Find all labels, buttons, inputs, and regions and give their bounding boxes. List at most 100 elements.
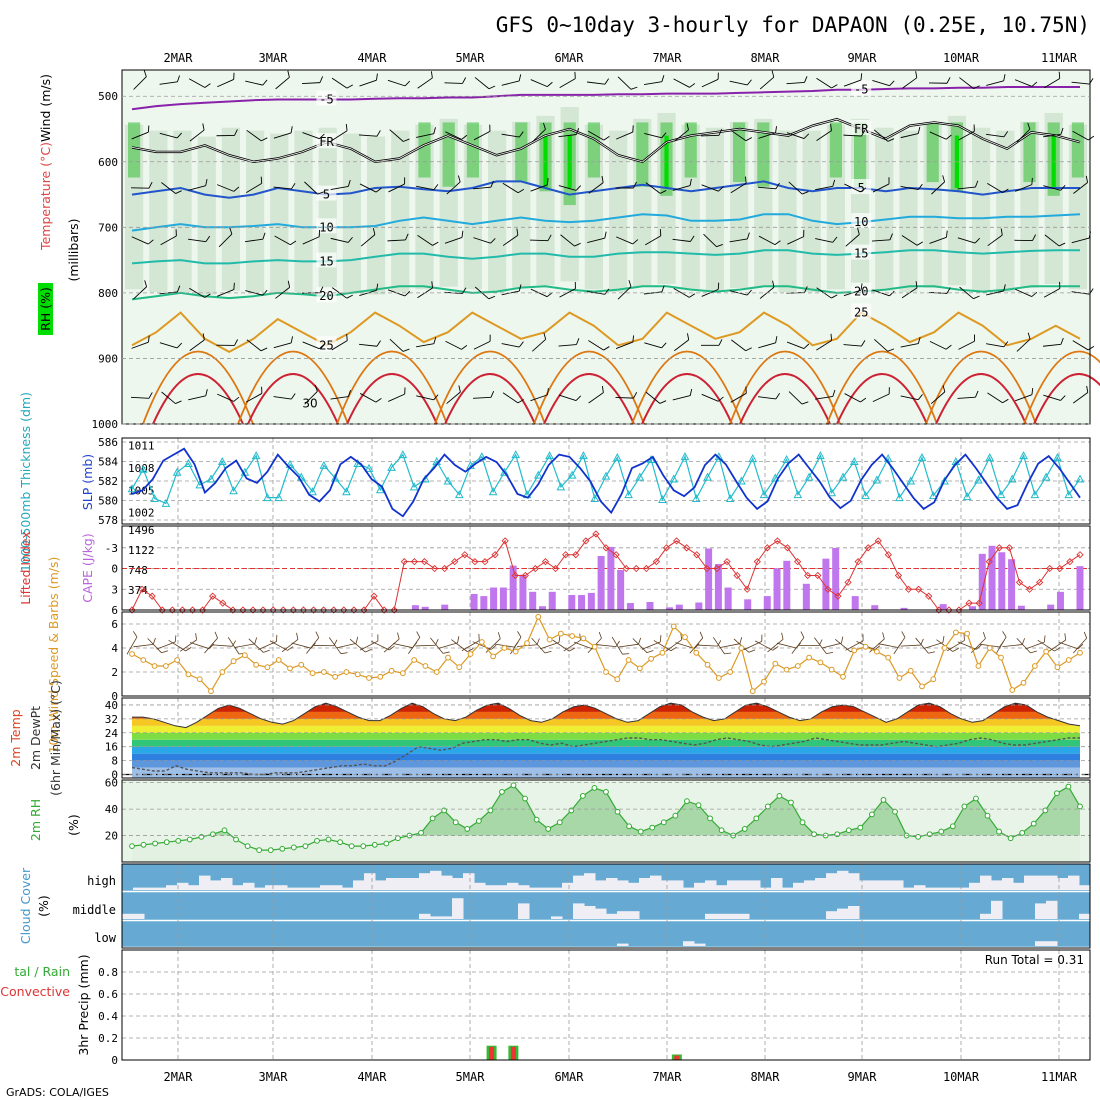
lifted-index-point: [703, 564, 711, 573]
thickness-point: [1019, 451, 1028, 460]
wind-barb-flag: [1087, 345, 1095, 351]
wind-speed-point: [433, 669, 440, 675]
wind-speed-point: [512, 648, 519, 655]
wind-barb-flag: [517, 188, 525, 194]
cape-bar: [1076, 566, 1084, 610]
surface-wind-barb-flag: [365, 648, 372, 653]
thickness-point: [601, 471, 611, 480]
rh-point: [522, 795, 528, 802]
panel-frame: [121, 697, 1091, 779]
surface-wind-barb-flag: [517, 631, 522, 638]
wind-barb-staff: [417, 234, 433, 246]
wind-barb-staff: [388, 183, 405, 193]
wind-barb-flag: [1058, 71, 1061, 79]
y-tick-label: 374: [128, 584, 148, 597]
isotherm-30-arc: [346, 373, 438, 425]
lifted-index-point: [753, 557, 761, 566]
cloud-cell-high: [177, 882, 189, 890]
wind-barb: [757, 182, 780, 190]
wind-barb-flag: [314, 384, 318, 392]
wind-barb-flag: [745, 347, 752, 352]
wind-barb: [304, 384, 318, 405]
wind-barb: [787, 229, 805, 245]
surface-wind-barb: [791, 631, 805, 654]
wind-barb-staff: [986, 133, 1004, 138]
surface-wind-barb: [947, 633, 965, 652]
y-tick-label: 580: [98, 495, 118, 508]
cloud-cell-high: [672, 880, 684, 890]
wind-barb: [274, 235, 297, 246]
rh-point: [510, 782, 517, 789]
wind-barb-staff: [331, 340, 348, 351]
wind-barb-flag: [945, 134, 952, 140]
surface-wind-barb: [653, 640, 677, 652]
wind-barb: [872, 387, 890, 403]
wind-barb-staff: [501, 80, 520, 86]
surface-wind-barb-staff: [306, 637, 320, 654]
cloud-cell-middle: [848, 906, 860, 919]
surface-wind-barb-staff: [776, 642, 797, 649]
y-tick-label: 700: [98, 221, 118, 234]
thickness-point: [782, 454, 791, 464]
wind-barb-flag: [689, 293, 696, 298]
wind-barb-flag: [860, 187, 867, 193]
isotherm-30-arc: [1033, 373, 1100, 425]
cloud-cell-high: [1079, 885, 1091, 890]
wind-barb-flag: [262, 232, 266, 240]
wind-barb-flag: [405, 233, 409, 241]
wind-barb: [815, 179, 836, 191]
wind-barb: [816, 123, 832, 142]
surface-wind-barb-staff: [720, 643, 740, 648]
surface-wind-barb-flag: [1030, 650, 1037, 654]
surface-wind-barb-staff: [204, 637, 218, 654]
wind-barb-flag: [229, 227, 233, 235]
surface-wind-barb-staff: [510, 636, 522, 655]
surface-wind-barb-staff: [641, 641, 661, 650]
wind-speed-point: [840, 673, 846, 680]
cloud-cell-middle: [122, 913, 134, 919]
wind-speed-point: [478, 639, 485, 645]
contour-label-bg: [851, 303, 872, 319]
rh-point: [1019, 830, 1026, 836]
wind-barb: [928, 77, 951, 84]
wind-barb: [445, 340, 468, 350]
wind-barb: [159, 342, 183, 349]
wind-barb: [189, 287, 211, 298]
contour-label: 15: [854, 247, 868, 261]
surface-wind-barb: [168, 639, 192, 652]
wind-barb-flag: [317, 191, 325, 195]
surface-wind-barb: [1016, 638, 1037, 654]
lifted-index-point: [511, 571, 519, 580]
wind-barb: [558, 394, 582, 402]
surface-wind-barb: [336, 636, 359, 649]
surface-wind-barb-staff: [269, 640, 288, 651]
rh-point: [221, 827, 228, 834]
cloud-cell-high: [760, 887, 772, 890]
cloud-cell-high: [694, 882, 706, 890]
surface-wind-barb-staff: [147, 638, 162, 654]
thickness-point: [940, 476, 949, 485]
wind-barb-staff: [358, 134, 378, 137]
cloud-cell-high: [452, 878, 464, 890]
lifted-index-point: [461, 551, 469, 559]
surface-wind-barb-staff: [563, 639, 581, 652]
y-tick-label: 3: [111, 583, 118, 596]
cloud-cell-high: [243, 882, 255, 890]
surface-wind-barb-staff: [349, 638, 366, 653]
wind-barb-staff: [359, 393, 377, 403]
wind-barb-flag: [830, 333, 833, 341]
wind-barb-staff: [900, 133, 919, 139]
rh-point: [556, 819, 563, 826]
wind-barb-flag: [746, 79, 752, 86]
rh-point: [880, 796, 887, 803]
thickness-point: [387, 462, 396, 471]
wind-barb: [304, 181, 325, 195]
wind-barb: [273, 336, 293, 349]
surface-wind-barb-flag: [490, 644, 497, 650]
rh-shade-column: [221, 127, 240, 291]
contour-label: 10: [854, 215, 868, 229]
surface-wind-barb-flag: [928, 651, 936, 654]
surface-wind-barb-flag: [724, 652, 732, 655]
surface-wind-barb-flag: [1043, 635, 1046, 643]
lifted-index-point: [884, 551, 893, 559]
